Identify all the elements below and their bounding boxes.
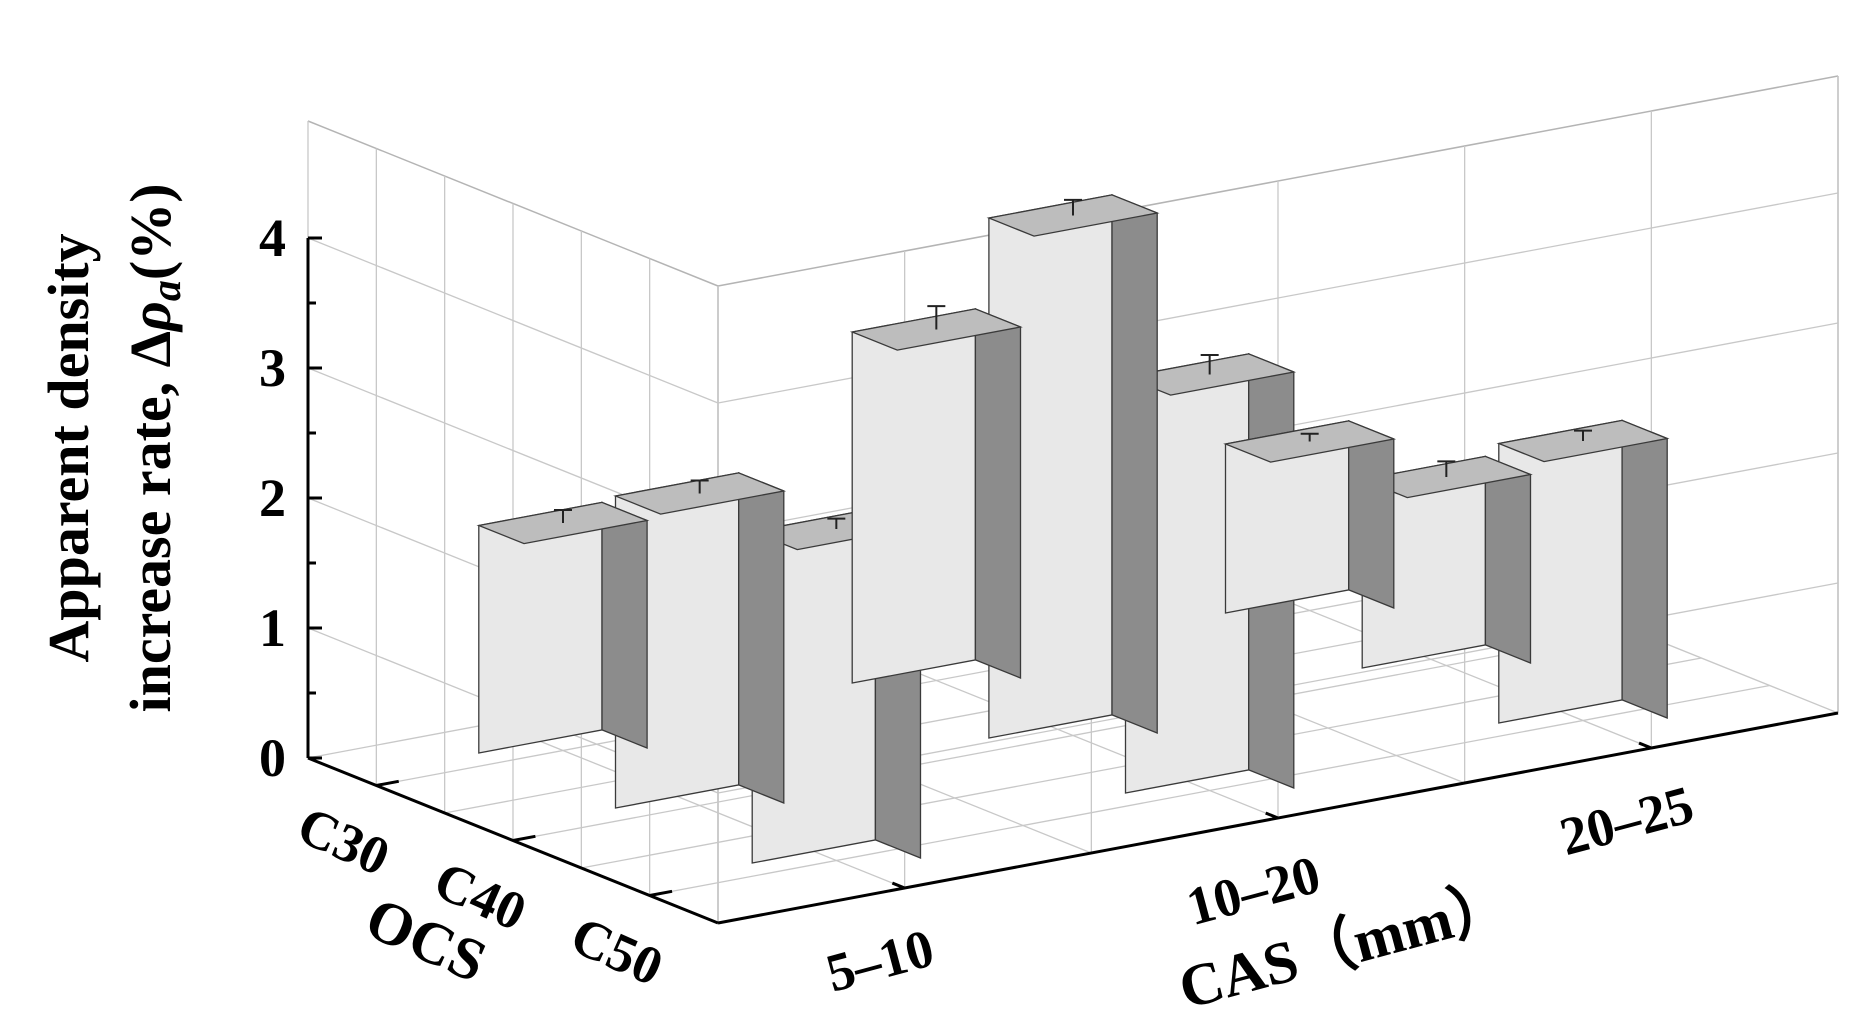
bar-side-face	[1484, 455, 1532, 664]
bar-side-face	[601, 501, 648, 749]
bar-side-face	[974, 307, 1022, 679]
floor-gridline	[512, 629, 1634, 842]
y-tick	[891, 881, 906, 890]
x-tick	[376, 779, 400, 787]
z-tick-label: 2	[259, 468, 286, 528]
bar-10–20-C30	[849, 305, 1023, 684]
z-tick-label: 3	[259, 338, 286, 398]
bar-side-face	[738, 471, 785, 804]
bar-side-face	[1621, 419, 1668, 719]
z-axis-title-line2: increase rate, Δρa(%)	[118, 183, 190, 712]
x-tick	[649, 889, 673, 897]
z-tick-label: 1	[259, 598, 286, 658]
bar-side-face	[1111, 193, 1158, 734]
y-tick	[1265, 811, 1279, 820]
bar-front-face	[851, 308, 977, 684]
floor-gridline	[376, 574, 1497, 787]
y-tick-label: 20–25	[1554, 774, 1700, 867]
floor-gridline	[649, 684, 1770, 897]
x-tick-label: C50	[562, 905, 671, 998]
z-tick-label: 0	[259, 728, 286, 788]
y-tick	[1638, 741, 1652, 750]
bar-5–10-C30	[476, 501, 650, 754]
axes	[306, 236, 1839, 925]
bar-20–25-C30	[1223, 419, 1397, 614]
z-tick-label: 4	[259, 208, 286, 268]
x-tick	[512, 834, 536, 842]
bar-side-face	[1348, 419, 1395, 609]
bars	[476, 193, 1670, 864]
x-tick-label: C30	[289, 795, 398, 888]
y-tick-label: 5–10	[820, 918, 940, 1004]
z-axis-title-line1: Apparent density	[36, 233, 101, 662]
